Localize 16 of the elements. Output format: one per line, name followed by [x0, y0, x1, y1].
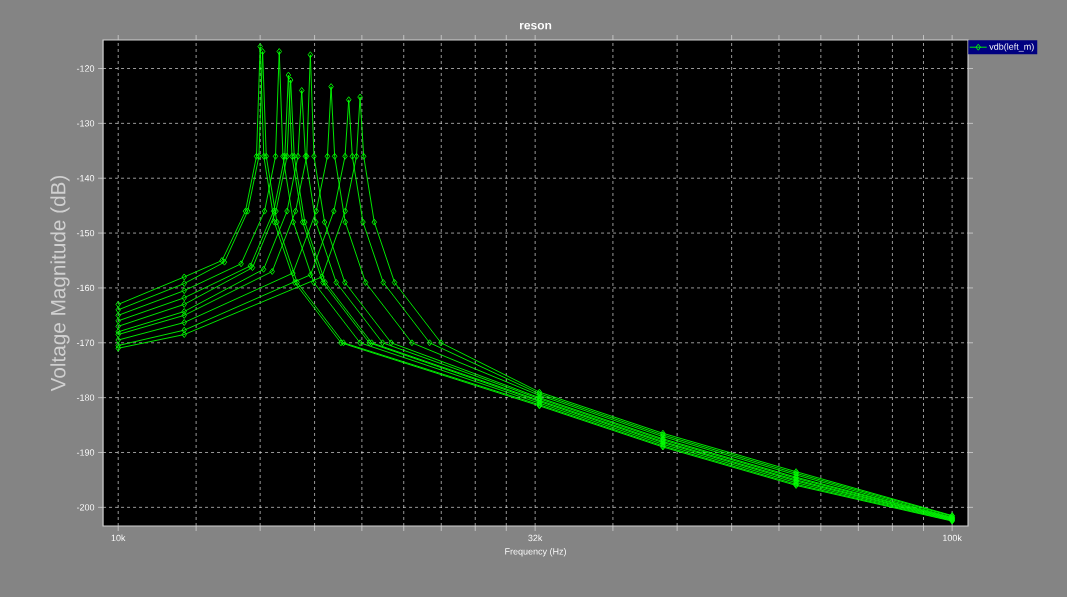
y-tick-label: -130: [76, 120, 95, 127]
y-axis-title: Voltage Magnitude (dB): [50, 175, 70, 392]
y-tick-label: -180: [76, 394, 95, 401]
chart-title: reson: [520, 22, 552, 30]
y-tick-label: -160: [76, 284, 95, 292]
y-tick-label: -190: [76, 449, 95, 456]
legend-label: vdb(left_m): [989, 43, 1034, 52]
y-tick-label: -120: [76, 65, 95, 72]
x-tick-label: 32k: [528, 534, 543, 542]
x-axis-title: Frequency (Hz): [505, 548, 566, 557]
y-tick-label: -200: [76, 504, 95, 511]
x-tick-label: 100k: [943, 534, 962, 542]
y-tick-label: -150: [76, 229, 95, 237]
y-tick-label: -140: [76, 175, 95, 182]
y-tick-label: -170: [76, 339, 95, 346]
x-tick-label: 10k: [111, 534, 126, 542]
